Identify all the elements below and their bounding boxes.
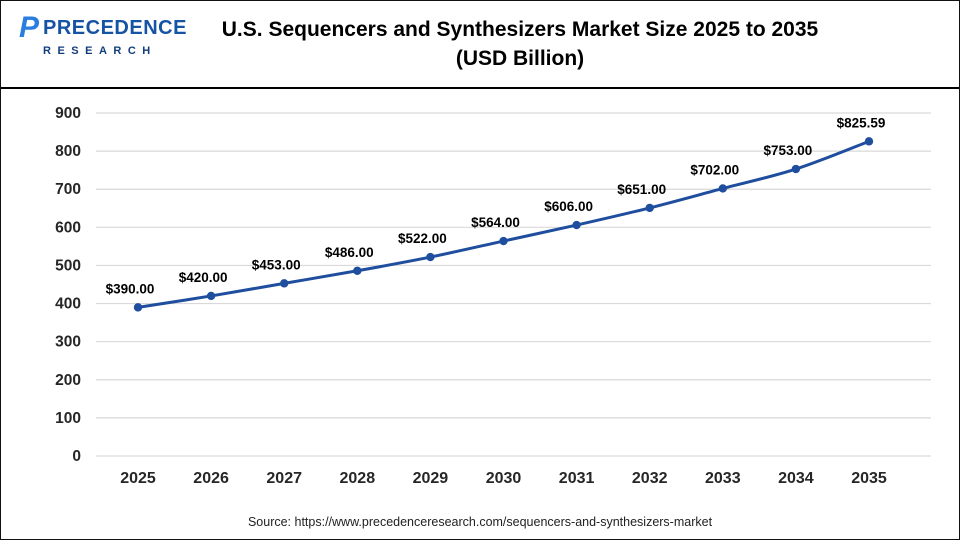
y-axis-tick-label: 300 — [55, 334, 81, 351]
x-axis-tick-label: 2034 — [778, 470, 814, 487]
data-point-label: $522.00 — [398, 231, 447, 246]
y-axis-tick-label: 800 — [55, 143, 81, 160]
y-axis-tick-label: 600 — [55, 219, 81, 236]
x-axis-tick-label: 2033 — [705, 470, 741, 487]
x-axis-tick-label: 2029 — [413, 470, 449, 487]
data-point-label: $486.00 — [325, 245, 374, 260]
data-point-label: $390.00 — [106, 281, 155, 296]
data-point — [426, 252, 435, 262]
x-axis-tick-label: 2027 — [266, 470, 302, 487]
y-axis-tick-label: 900 — [55, 105, 81, 122]
logo-p-icon: P — [19, 11, 40, 44]
y-axis-tick-label: 400 — [55, 296, 81, 313]
x-axis-tick-label: 2032 — [632, 470, 668, 487]
y-axis-tick-label: 0 — [72, 448, 81, 465]
data-point-label: $753.00 — [763, 143, 812, 158]
data-point-label: $702.00 — [690, 162, 739, 177]
data-point-label: $564.00 — [471, 215, 520, 230]
y-axis-tick-label: 200 — [55, 372, 81, 389]
data-point-label: $825.59 — [837, 115, 886, 130]
data-point — [133, 303, 143, 312]
y-axis-tick-label: 500 — [55, 257, 81, 274]
title-block: U.S. Sequencers and Synthesizers Market … — [1, 15, 959, 74]
data-point — [353, 266, 362, 275]
x-axis-tick-label: 2030 — [486, 470, 522, 487]
chart-svg: 0 100 200 300 400 500 600 700 800 900 2025 2026 2027… — [55, 105, 931, 487]
y-axis-tick-label: 700 — [55, 181, 81, 198]
brand-logo: P PRECEDENCE RESEARCH — [19, 11, 189, 58]
data-point-label: $606.00 — [544, 199, 593, 214]
logo-wordmark: PRECEDENCE — [43, 16, 187, 39]
data-point-label: $420.00 — [179, 270, 228, 285]
source-text: Source: https://www.precedenceresearch.c… — [247, 515, 713, 529]
data-point — [499, 236, 508, 246]
y-axis-tick-label: 100 — [55, 410, 81, 427]
data-point — [791, 164, 801, 174]
page-title-line1: U.S. Sequencers and Synthesizers Market … — [221, 17, 819, 41]
header: P PRECEDENCE RESEARCH U.S. Sequencers an… — [1, 1, 959, 89]
data-point — [206, 291, 216, 301]
data-point — [645, 203, 654, 213]
data-point-label: $453.00 — [252, 257, 301, 272]
data-point — [718, 184, 727, 193]
line-chart: 0 100 200 300 400 500 600 700 800 900 2025 2026 2027… — [1, 91, 959, 521]
data-point-label: $651.00 — [617, 182, 666, 197]
x-axis-tick-label: 2035 — [851, 470, 887, 487]
x-axis-tick-label: 2028 — [340, 470, 376, 487]
data-point — [280, 279, 289, 288]
x-axis-tick-label: 2025 — [120, 470, 156, 487]
data-point — [572, 220, 581, 230]
data-point — [864, 137, 874, 146]
page-title-line2: (USD Billion) — [455, 47, 585, 70]
x-axis-tick-label: 2026 — [193, 470, 229, 487]
x-axis-tick-label: 2031 — [559, 470, 595, 487]
logo-subtitle: RESEARCH — [43, 45, 157, 57]
